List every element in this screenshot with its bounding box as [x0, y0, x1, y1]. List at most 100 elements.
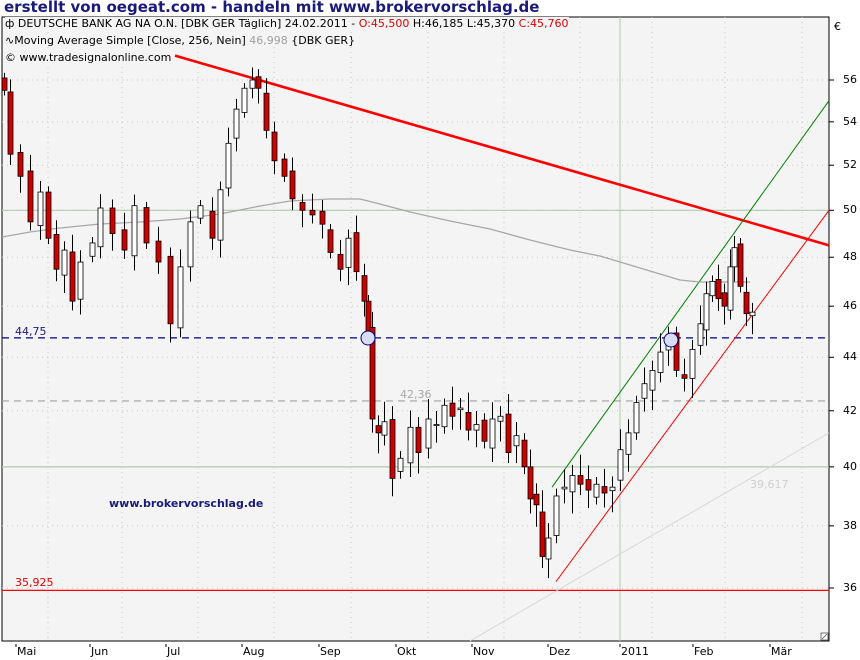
bear-candle [673, 332, 680, 371]
bull-candle [749, 311, 756, 317]
bear-candle [53, 234, 60, 270]
bear-candle [271, 131, 278, 162]
bear-candle [353, 232, 360, 273]
x-axis-label: Jun [91, 645, 109, 658]
bull-candle [61, 249, 68, 276]
bear-candle [255, 76, 262, 89]
bull-candle [641, 383, 648, 399]
legend-ma-value: 46,998 [249, 34, 288, 47]
bull-candle [657, 351, 664, 373]
currency-symbol: € [834, 20, 841, 33]
bear-candle [681, 374, 688, 379]
bull-candle [727, 266, 734, 311]
bull-candle [609, 486, 616, 492]
bear-candle [585, 479, 592, 491]
bear-candle [299, 202, 306, 211]
bull-candle [97, 207, 104, 248]
bull-candle [569, 475, 576, 493]
y-axis-label: 38 [843, 518, 857, 532]
bull-candle [633, 402, 640, 434]
upper-channel-line [551, 100, 830, 488]
candles [1, 67, 756, 579]
bear-candle [309, 209, 316, 216]
bull-candle [381, 421, 388, 436]
bear-candle [167, 255, 174, 325]
bull-candle [553, 495, 560, 536]
bull-candle [77, 261, 84, 300]
level-label-42-36: 42,36 [400, 388, 432, 401]
bull-candle [473, 424, 480, 431]
bull-candle [345, 237, 352, 268]
legend-open: O:45,500 [358, 17, 410, 30]
legend-indicator-text: Moving Average Simple [Close, 256, Nein] [14, 34, 250, 47]
bear-candle [337, 253, 344, 270]
x-axis-label: 2011 [621, 645, 649, 658]
bull-candle [709, 281, 716, 297]
bull-candle [731, 247, 738, 268]
bull-candle [545, 537, 552, 560]
legend-indicator-suffix: {DBK GER} [287, 34, 356, 47]
bull-candle [617, 449, 624, 481]
bear-candle [327, 229, 334, 253]
x-axis-label: Jul [167, 645, 181, 658]
bull-candle [497, 415, 504, 422]
bear-candle [263, 92, 270, 131]
bear-candle [533, 493, 540, 506]
bull-candle [37, 191, 44, 226]
bull-candle [689, 349, 696, 379]
bull-candle [649, 370, 656, 391]
low-marker-circle [360, 330, 376, 346]
bear-candle [369, 326, 376, 420]
bear-candle [69, 251, 76, 302]
bear-candle [577, 475, 584, 485]
bear-candle [743, 291, 750, 315]
bull-candle [433, 424, 440, 427]
bear-candle [281, 158, 288, 177]
bull-candle [457, 407, 464, 411]
bull-candle [197, 205, 204, 219]
bear-candle [155, 240, 162, 263]
legend-instrument: ф DEUTSCHE BANK AG NA O.N. [DBK GER Tägl… [5, 17, 569, 30]
bull-candle [441, 404, 448, 428]
x-axis-label: Mär [771, 645, 792, 658]
bear-candle [121, 229, 128, 251]
y-axis-label: 50 [843, 203, 857, 217]
banner-title: erstellt von oegeat.com - handeln mit ww… [4, 0, 540, 16]
bear-candle [45, 191, 52, 239]
bull-candle [397, 457, 404, 472]
y-axis-label: 56 [843, 73, 857, 86]
bear-candle [737, 243, 744, 287]
bear-candle [1, 77, 8, 91]
bear-candle [601, 486, 608, 494]
bear-candle [481, 419, 488, 442]
level-label-35-925: 35,925 [15, 576, 54, 589]
bear-candle [143, 207, 150, 244]
bear-candle [415, 426, 422, 453]
bull-candle [89, 242, 96, 257]
bear-candle [449, 402, 456, 417]
bear-candle [521, 439, 528, 468]
y-axis-label: 44 [843, 350, 857, 364]
resize-grip-icon[interactable] [820, 632, 829, 641]
x-axis-label: Aug [243, 645, 265, 658]
y-axis-label: 52 [843, 158, 857, 172]
bull-candle [593, 483, 600, 498]
legend-copyright: © www.tradesignalonline.com [5, 51, 172, 64]
bear-candle [209, 210, 216, 239]
horizontal-levels [2, 209, 829, 592]
breakout-marker-circle [663, 332, 679, 348]
bull-candle [697, 323, 704, 346]
bear-candle [7, 91, 14, 155]
y-axis-label: 46 [843, 299, 857, 313]
bear-candle [319, 210, 326, 225]
bull-candle [625, 432, 632, 455]
bull-candle [249, 79, 256, 89]
y-axis-label: 48 [843, 250, 857, 264]
legend-close: C:45,760 [518, 17, 569, 30]
bear-candle [539, 511, 546, 557]
bear-candle [17, 152, 24, 177]
bear-candle [289, 170, 296, 200]
x-axis-label: Feb [694, 645, 714, 658]
bull-candle [513, 435, 520, 447]
